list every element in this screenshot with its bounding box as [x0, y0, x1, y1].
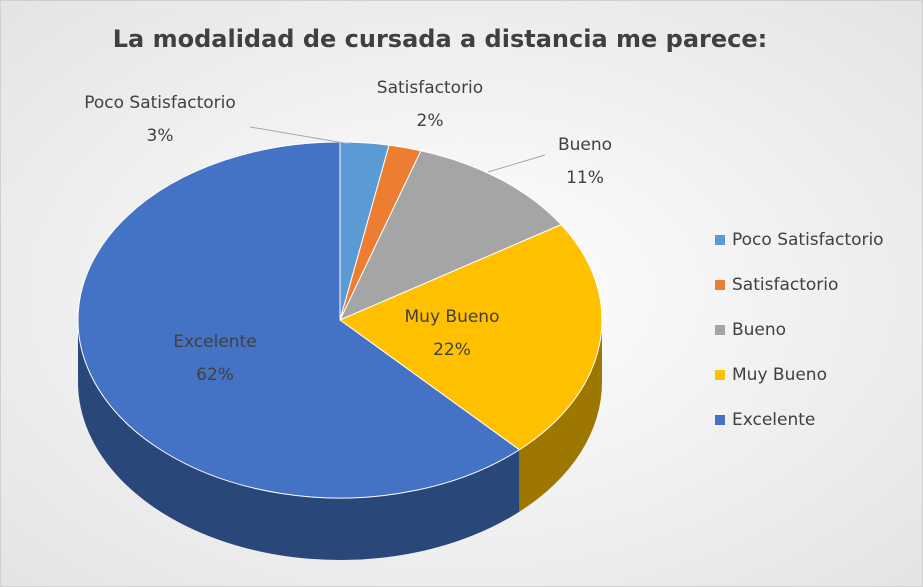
- data-label-value: 2%: [417, 111, 444, 131]
- data-label-value: 62%: [196, 365, 234, 385]
- legend-label: Satisfactorio: [732, 275, 838, 295]
- data-label-category: Poco Satisfactorio: [84, 93, 236, 113]
- slice: [77, 141, 521, 499]
- legend-label: Poco Satisfactorio: [732, 230, 884, 250]
- slice: [338, 224, 603, 451]
- legend-label: Excelente: [732, 410, 815, 430]
- data-label-value: 11%: [566, 168, 604, 188]
- legend-swatch: [715, 280, 725, 290]
- data-label-category: Muy Bueno: [405, 307, 500, 327]
- slice: [338, 150, 563, 321]
- slice-side: [78, 320, 520, 560]
- data-label-value: 22%: [433, 340, 471, 360]
- data-label-category: Bueno: [558, 135, 612, 155]
- legend-swatch: [715, 370, 725, 380]
- legend-label: Bueno: [732, 320, 786, 340]
- chart-title: La modalidad de cursada a distancia me p…: [113, 25, 767, 53]
- data-label-category: Satisfactorio: [377, 78, 483, 98]
- data-label-value: 3%: [147, 126, 174, 146]
- legend-label: Muy Bueno: [732, 365, 827, 385]
- data-label-category: Excelente: [173, 332, 256, 352]
- slice-side: [519, 320, 602, 512]
- leader-line: [487, 154, 546, 173]
- legend-swatch: [715, 415, 725, 425]
- legend-swatch: [715, 235, 725, 245]
- legend-swatch: [715, 325, 725, 335]
- leader-line: [249, 126, 351, 145]
